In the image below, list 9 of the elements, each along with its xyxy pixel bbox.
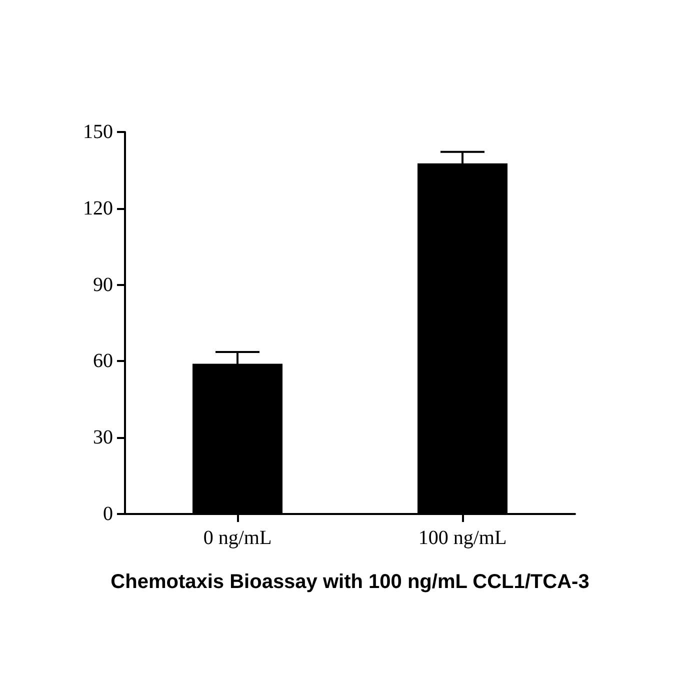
x-tick-label: 100 ng/mL [418,527,507,549]
x-tick-label: 0 ng/mL [203,527,272,549]
y-tick-label: 90 [93,274,113,296]
y-tick-label: 30 [93,426,113,449]
y-tick-label: 60 [93,350,113,372]
y-tick-label: 150 [83,121,113,143]
y-tick-label: 0 [103,503,113,525]
y-tick-label: 120 [83,197,113,220]
x-axis-title: Chemotaxis Bioassay with 100 ng/mL CCL1/TCA-3 [110,571,590,593]
